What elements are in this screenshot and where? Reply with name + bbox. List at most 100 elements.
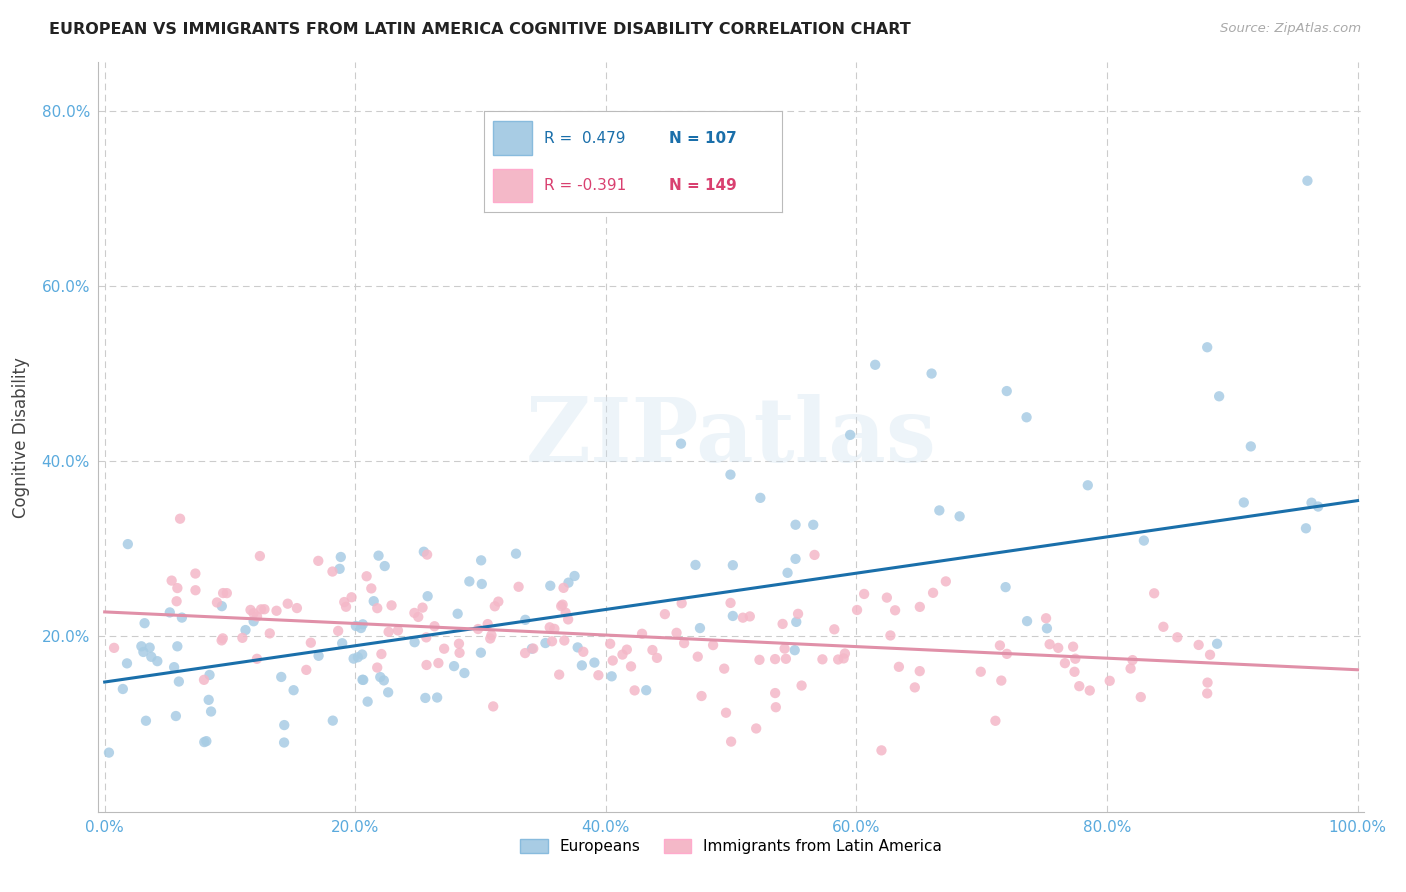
Point	[641, 643, 664, 657]
Point	[811, 652, 834, 666]
Point	[350, 621, 373, 635]
Point	[1296, 174, 1319, 188]
Point	[377, 685, 399, 699]
Point	[564, 569, 586, 583]
Point	[1133, 533, 1156, 548]
Point	[193, 735, 215, 749]
Point	[205, 595, 228, 609]
Point	[1240, 439, 1263, 453]
Point	[211, 633, 233, 648]
Point	[412, 600, 434, 615]
Point	[548, 667, 571, 681]
Point	[749, 491, 772, 505]
Point	[1064, 651, 1087, 665]
Point	[239, 603, 262, 617]
Point	[513, 646, 536, 660]
Point	[1206, 637, 1229, 651]
Point	[335, 599, 357, 614]
Point	[520, 641, 543, 656]
Point	[277, 597, 299, 611]
Point	[515, 613, 537, 627]
Point	[352, 673, 374, 687]
Point	[803, 548, 825, 562]
Point	[328, 624, 350, 638]
Point	[366, 660, 388, 674]
Point	[134, 616, 156, 631]
Point	[167, 674, 190, 689]
Point	[921, 367, 943, 381]
Point	[1053, 656, 1076, 670]
Point	[380, 599, 402, 613]
Point	[588, 668, 610, 682]
Point	[787, 607, 810, 621]
Point	[115, 657, 138, 671]
Point	[541, 634, 564, 648]
Point	[1152, 620, 1174, 634]
Point	[1015, 614, 1038, 628]
Point	[366, 601, 388, 615]
Point	[543, 622, 565, 636]
Point	[184, 583, 207, 598]
Point	[534, 636, 557, 650]
Point	[522, 641, 544, 656]
Point	[299, 636, 322, 650]
Point	[571, 658, 593, 673]
Point	[283, 683, 305, 698]
Point	[785, 552, 807, 566]
Point	[443, 659, 465, 673]
Point	[477, 617, 499, 632]
Point	[329, 549, 352, 564]
Point	[340, 591, 363, 605]
Point	[790, 679, 813, 693]
Point	[1036, 621, 1059, 635]
Point	[567, 640, 589, 655]
Point	[246, 652, 269, 666]
Point	[1047, 640, 1070, 655]
Point	[356, 569, 378, 583]
Point	[738, 609, 761, 624]
Point	[447, 607, 470, 621]
Point	[373, 673, 395, 688]
Point	[249, 549, 271, 563]
Point	[879, 628, 901, 642]
Point	[404, 635, 426, 649]
Point	[1197, 686, 1219, 700]
Point	[620, 659, 643, 673]
Point	[887, 660, 910, 674]
Point	[163, 660, 186, 674]
Point	[242, 614, 264, 628]
Point	[374, 559, 396, 574]
Point	[763, 686, 786, 700]
Point	[330, 636, 353, 650]
Point	[166, 581, 188, 595]
Point	[785, 517, 807, 532]
Point	[333, 595, 356, 609]
Point	[308, 648, 330, 663]
Point	[479, 632, 502, 646]
Point	[1197, 340, 1219, 354]
Point	[557, 612, 579, 626]
Point	[827, 652, 849, 666]
Point	[863, 358, 886, 372]
Point	[928, 503, 950, 517]
Point	[103, 640, 125, 655]
Point	[1143, 586, 1166, 600]
Point	[616, 642, 638, 657]
Point	[352, 648, 374, 662]
Point	[870, 743, 893, 757]
Point	[772, 616, 794, 631]
Point	[935, 574, 957, 589]
Point	[368, 670, 391, 684]
Point	[1188, 638, 1211, 652]
Point	[184, 566, 207, 581]
Point	[1122, 653, 1144, 667]
Point	[508, 580, 530, 594]
Point	[481, 628, 503, 642]
Point	[404, 606, 426, 620]
Point	[266, 604, 288, 618]
Point	[785, 615, 807, 629]
Point	[117, 537, 139, 551]
Point	[329, 562, 352, 576]
Point	[623, 683, 645, 698]
Point	[884, 603, 907, 617]
